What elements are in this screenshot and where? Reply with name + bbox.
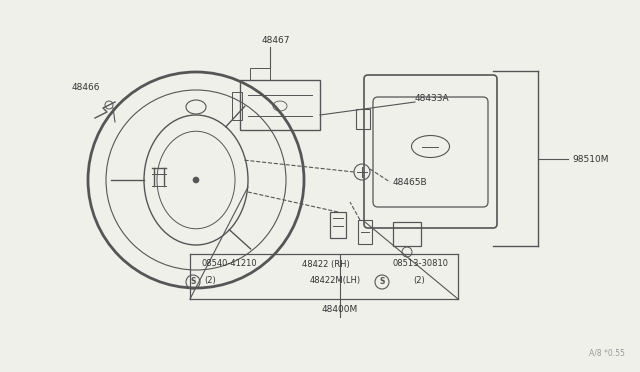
Circle shape bbox=[193, 177, 199, 183]
Bar bbox=[240, 80, 320, 130]
Text: 48465B: 48465B bbox=[393, 177, 428, 186]
Text: 08540-41210: 08540-41210 bbox=[201, 260, 257, 269]
Text: 08513-30810: 08513-30810 bbox=[393, 260, 449, 269]
Bar bbox=[330, 212, 346, 238]
Bar bbox=[358, 220, 372, 244]
Text: A/8 *0.55: A/8 *0.55 bbox=[589, 348, 625, 357]
Bar bbox=[393, 222, 421, 246]
Text: 48400M: 48400M bbox=[322, 305, 358, 314]
Text: 48422 (RH): 48422 (RH) bbox=[302, 260, 349, 269]
Text: 48433A: 48433A bbox=[415, 93, 450, 103]
Text: S: S bbox=[190, 278, 196, 286]
Text: 48466: 48466 bbox=[72, 83, 100, 92]
Text: S: S bbox=[380, 278, 385, 286]
Text: (2): (2) bbox=[204, 276, 216, 285]
Bar bbox=[232, 92, 242, 120]
Text: 48422M(LH): 48422M(LH) bbox=[310, 276, 361, 285]
Text: (2): (2) bbox=[413, 276, 425, 285]
Text: 48467: 48467 bbox=[262, 35, 291, 45]
Text: 98510M: 98510M bbox=[572, 154, 609, 164]
Bar bbox=[250, 68, 270, 80]
Bar bbox=[356, 109, 370, 129]
